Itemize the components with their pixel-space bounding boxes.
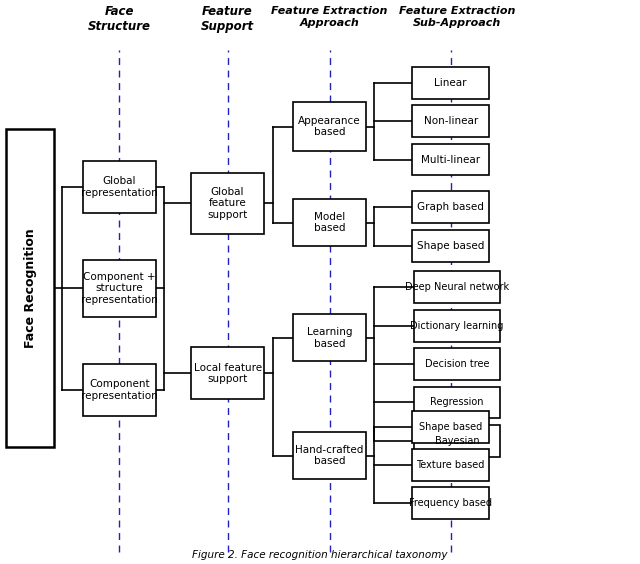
FancyBboxPatch shape bbox=[412, 191, 489, 223]
FancyBboxPatch shape bbox=[293, 102, 366, 151]
Text: Global
representation: Global representation bbox=[81, 176, 157, 198]
Text: Figure 2. Face recognition hierarchical taxonomy: Figure 2. Face recognition hierarchical … bbox=[192, 550, 448, 560]
FancyBboxPatch shape bbox=[412, 487, 489, 519]
Text: Dictionary learning: Dictionary learning bbox=[410, 321, 504, 331]
Text: Feature
Support: Feature Support bbox=[201, 6, 254, 33]
FancyBboxPatch shape bbox=[83, 161, 156, 213]
FancyBboxPatch shape bbox=[412, 67, 489, 99]
Text: Frequency based: Frequency based bbox=[409, 499, 492, 508]
FancyBboxPatch shape bbox=[414, 348, 500, 380]
FancyBboxPatch shape bbox=[412, 144, 489, 175]
FancyBboxPatch shape bbox=[293, 315, 366, 361]
Text: Component +
structure
representation: Component + structure representation bbox=[81, 272, 157, 305]
Text: Non-linear: Non-linear bbox=[424, 116, 477, 126]
Text: Model
based: Model based bbox=[314, 212, 346, 233]
Text: Decision tree: Decision tree bbox=[425, 359, 489, 369]
Text: Feature Extraction
Approach: Feature Extraction Approach bbox=[271, 6, 388, 28]
Text: Appearance
based: Appearance based bbox=[298, 116, 361, 138]
FancyBboxPatch shape bbox=[412, 449, 489, 481]
Text: Hand-crafted
based: Hand-crafted based bbox=[296, 445, 364, 466]
FancyBboxPatch shape bbox=[83, 259, 156, 317]
FancyBboxPatch shape bbox=[412, 411, 489, 443]
FancyBboxPatch shape bbox=[83, 364, 156, 416]
FancyBboxPatch shape bbox=[293, 199, 366, 246]
FancyBboxPatch shape bbox=[414, 310, 500, 342]
FancyBboxPatch shape bbox=[293, 433, 366, 479]
FancyBboxPatch shape bbox=[191, 347, 264, 399]
FancyBboxPatch shape bbox=[412, 105, 489, 137]
Text: Face Recognition: Face Recognition bbox=[24, 228, 36, 349]
FancyBboxPatch shape bbox=[414, 271, 500, 303]
Text: Linear: Linear bbox=[435, 78, 467, 88]
FancyBboxPatch shape bbox=[6, 129, 54, 447]
Text: Component
representation: Component representation bbox=[81, 379, 157, 400]
Text: Learning
based: Learning based bbox=[307, 327, 352, 349]
Text: Multi-linear: Multi-linear bbox=[421, 155, 480, 165]
FancyBboxPatch shape bbox=[191, 173, 264, 233]
Text: Global
feature
support: Global feature support bbox=[207, 187, 248, 220]
Text: Regression: Regression bbox=[430, 398, 484, 407]
Text: Texture based: Texture based bbox=[417, 460, 485, 470]
Text: Feature Extraction
Sub-Approach: Feature Extraction Sub-Approach bbox=[399, 6, 515, 28]
Text: Shape based: Shape based bbox=[419, 422, 483, 431]
Text: Graph based: Graph based bbox=[417, 202, 484, 212]
FancyBboxPatch shape bbox=[414, 386, 500, 418]
Text: Shape based: Shape based bbox=[417, 241, 484, 250]
FancyBboxPatch shape bbox=[414, 425, 500, 457]
Text: Face
Structure: Face Structure bbox=[88, 6, 151, 33]
Text: Local feature
support: Local feature support bbox=[193, 363, 262, 384]
Text: Bayesian: Bayesian bbox=[435, 436, 479, 446]
Text: Deep Neural network: Deep Neural network bbox=[405, 283, 509, 292]
FancyBboxPatch shape bbox=[412, 230, 489, 262]
